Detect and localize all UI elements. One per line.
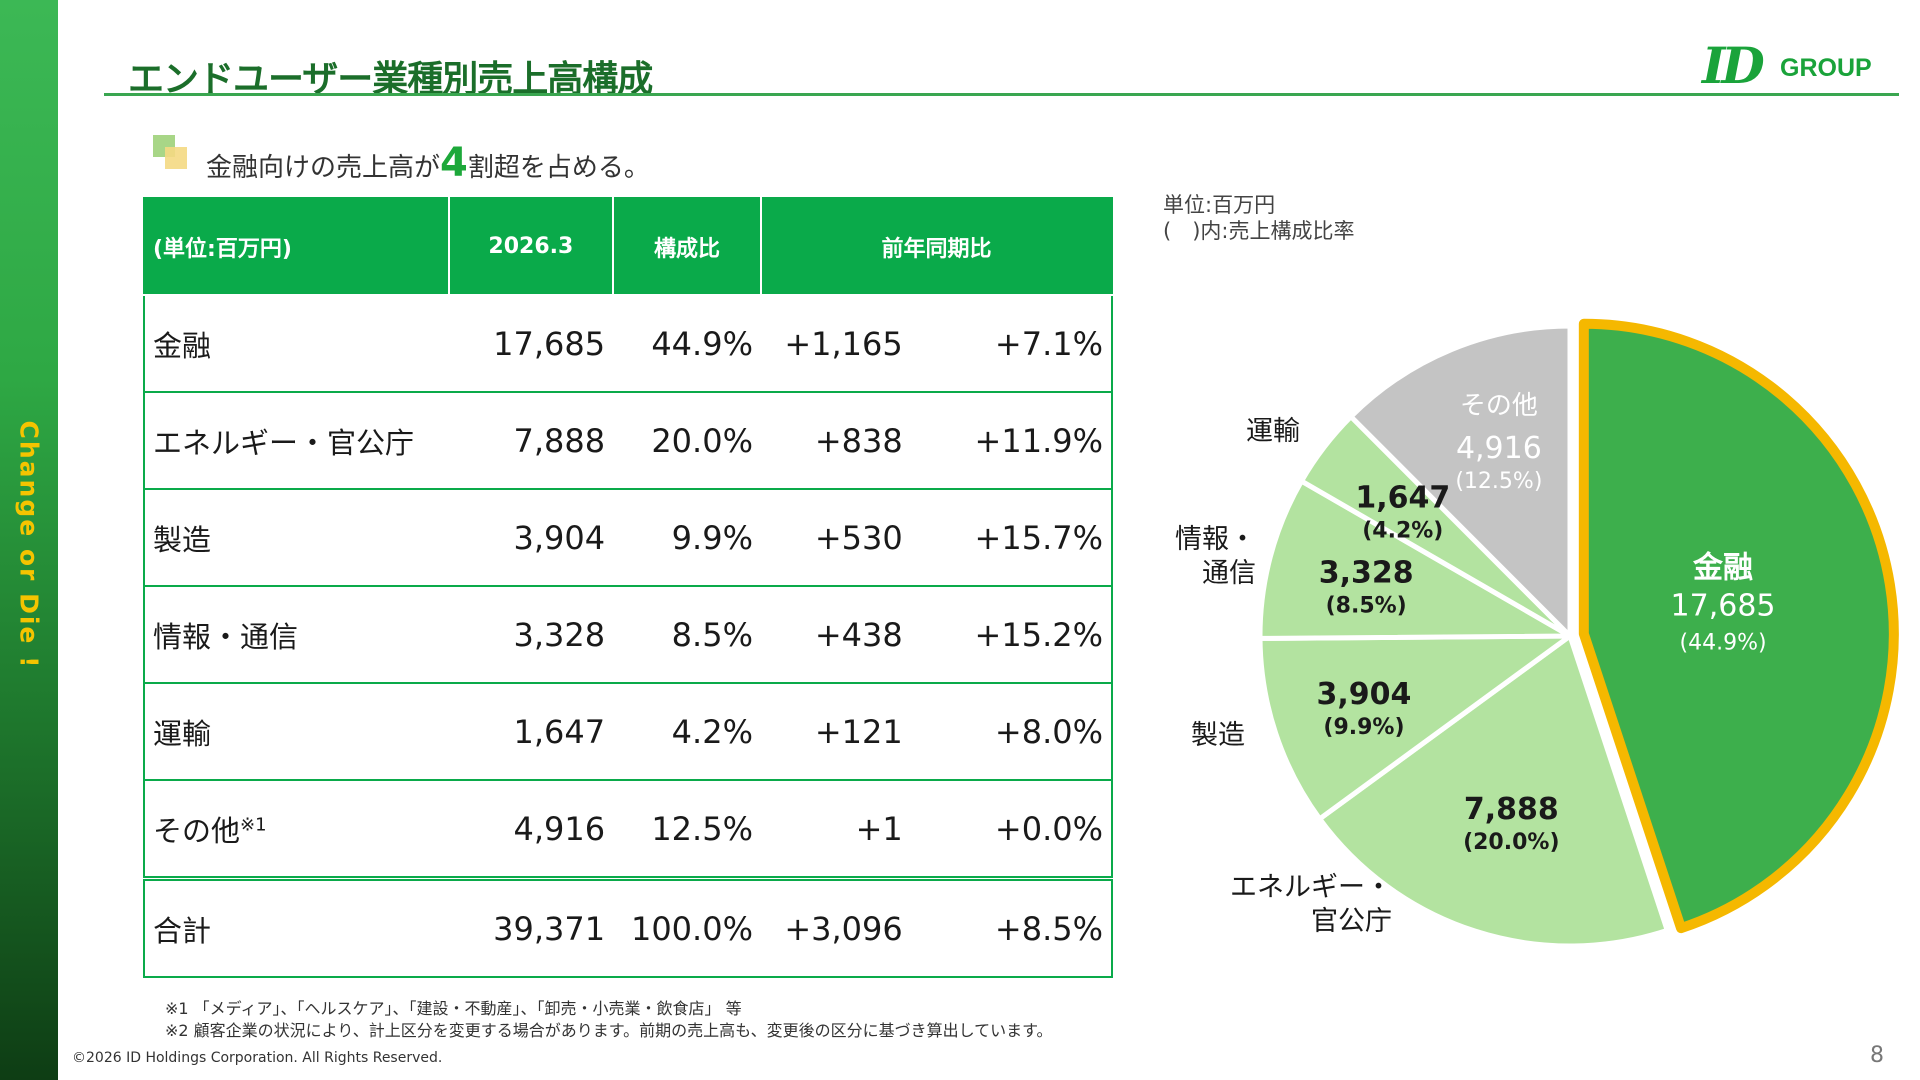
title-rule bbox=[104, 93, 1899, 96]
pie-slice bbox=[1317, 633, 1670, 949]
subhead-post: 割超を占める。 bbox=[467, 153, 650, 183]
row-ratio: 9.9% bbox=[613, 489, 761, 587]
row-growth: +15.7% bbox=[910, 489, 1114, 587]
subhead-pre: 金融向けの売上高が bbox=[206, 153, 441, 183]
row-growth: +8.0% bbox=[910, 683, 1114, 781]
row-growth: +7.1% bbox=[910, 295, 1114, 393]
total-sales: 39,371 bbox=[448, 876, 614, 978]
table-header-row: (単位:百万円) 2026.3 構成比 前年同期比 bbox=[143, 197, 1114, 296]
slice-value-label: 7,888 bbox=[1464, 792, 1559, 827]
subhead-number: 4 bbox=[440, 140, 468, 186]
row-label: エネルギー・官公庁 bbox=[143, 392, 449, 490]
row-sales: 3,328 bbox=[448, 586, 614, 684]
row-label: 運輸 bbox=[143, 683, 449, 781]
row-growth: +0.0% bbox=[910, 780, 1114, 880]
footnote-1: ※1 「メディア」、「ヘルスケア」、「建設・不動産」、「卸売・小売業・飲食店」 … bbox=[165, 999, 742, 1018]
pie-slice bbox=[1257, 478, 1573, 641]
row-ratio: 20.0% bbox=[613, 392, 761, 490]
header-period: 2026.3 bbox=[447, 197, 615, 296]
header-ratio: 構成比 bbox=[612, 197, 762, 296]
row-ratio: 4.2% bbox=[613, 683, 761, 781]
outer-label-energy: エネルギー・ bbox=[1230, 872, 1392, 903]
slice-value-label: 3,904 bbox=[1317, 677, 1412, 712]
row-growth: +11.9% bbox=[910, 392, 1114, 490]
slice-value-label: 1,647 bbox=[1355, 481, 1450, 516]
row-diff: +438 bbox=[760, 586, 911, 684]
ratio-note-line: ( )内:売上構成比率 bbox=[1163, 219, 1355, 243]
slice-value-label: 17,685 bbox=[1671, 588, 1776, 623]
page-number: 8 bbox=[1870, 1043, 1884, 1068]
sidebar-band: Change or Die ! bbox=[0, 0, 58, 1080]
row-diff: +838 bbox=[760, 392, 911, 490]
header-yoy: 前年同期比 bbox=[759, 197, 1114, 296]
subheading: 金融向けの売上高が4割超を占める。 bbox=[206, 140, 650, 186]
company-logo: ID GROUP bbox=[1702, 36, 1897, 95]
table-row: エネルギー・官公庁 7,888 20.0% +838 +11.9% bbox=[143, 392, 1114, 490]
row-label: 金融 bbox=[143, 295, 449, 393]
logo-text: GROUP bbox=[1780, 54, 1872, 82]
slice-pct-label: (4.2%) bbox=[1362, 519, 1443, 544]
slice-pct-label: (44.9%) bbox=[1680, 630, 1767, 655]
outer-label-info: 通信 bbox=[1202, 558, 1256, 589]
slice-pct-label: (12.5%) bbox=[1455, 469, 1542, 494]
header-unit: (単位:百万円) bbox=[143, 197, 450, 296]
row-diff: +530 bbox=[760, 489, 911, 587]
row-sales: 17,685 bbox=[448, 295, 614, 393]
pie-slice bbox=[1257, 633, 1573, 822]
slice-value-label: 3,328 bbox=[1319, 555, 1414, 590]
total-label: 合計 bbox=[143, 876, 449, 978]
outer-label-energy: 官公庁 bbox=[1311, 906, 1392, 937]
row-sales: 4,916 bbox=[448, 780, 614, 880]
row-sales: 1,647 bbox=[448, 683, 614, 781]
pie-slice bbox=[1578, 318, 1899, 934]
row-sales: 7,888 bbox=[448, 392, 614, 490]
table-row: 製造 3,904 9.9% +530 +15.7% bbox=[143, 489, 1114, 587]
bullet-squares-icon bbox=[153, 135, 193, 175]
table-row: 情報・通信 3,328 8.5% +438 +15.2% bbox=[143, 586, 1114, 684]
total-growth: +8.5% bbox=[910, 876, 1114, 978]
slice-pct-label: (9.9%) bbox=[1323, 715, 1404, 740]
total-ratio: 100.0% bbox=[613, 876, 761, 978]
chart-unit-note: 単位:百万円 ( )内:売上構成比率 bbox=[1163, 192, 1354, 244]
footnote-2: ※2 顧客企業の状況により、計上区分を変更する場合があります。前期の売上高も、変… bbox=[165, 1021, 1053, 1040]
pie-slice bbox=[1348, 323, 1573, 639]
table-row: 運輸 1,647 4.2% +121 +8.0% bbox=[143, 683, 1114, 781]
slice-pct-label: (8.5%) bbox=[1326, 593, 1407, 618]
table-total-row: 合計 39,371 100.0% +3,096 +8.5% bbox=[143, 876, 1114, 978]
unit-line: 単位:百万円 bbox=[1163, 193, 1276, 217]
row-growth: +15.2% bbox=[910, 586, 1114, 684]
row-label: その他 bbox=[153, 813, 241, 848]
slice-pct-label: (20.0%) bbox=[1463, 830, 1559, 855]
row-ratio: 8.5% bbox=[613, 586, 761, 684]
row-diff: +1 bbox=[760, 780, 911, 880]
row-ratio: 44.9% bbox=[613, 295, 761, 393]
table-row: その他※1 4,916 12.5% +1 +0.0% bbox=[143, 780, 1114, 880]
row-ratio: 12.5% bbox=[613, 780, 761, 880]
slice-name-label: その他 bbox=[1460, 391, 1538, 421]
outer-label-manufacturing: 製造 bbox=[1191, 720, 1245, 751]
slice-name-label: 金融 bbox=[1692, 550, 1753, 585]
footnote-ref: ※1 bbox=[240, 813, 267, 835]
slice-value-label: 4,916 bbox=[1456, 431, 1542, 466]
row-label-cell: その他※1 bbox=[143, 780, 449, 880]
logo-mark: ID bbox=[1702, 36, 1765, 95]
row-label: 情報・通信 bbox=[143, 586, 449, 684]
copyright: ©2026 ID Holdings Corporation. All Right… bbox=[72, 1050, 443, 1066]
sales-table: (単位:百万円) 2026.3 構成比 前年同期比 金融 17,685 44.9… bbox=[143, 197, 1114, 978]
row-label: 製造 bbox=[143, 489, 449, 587]
outer-label-transport: 運輸 bbox=[1246, 416, 1300, 447]
total-diff: +3,096 bbox=[760, 876, 911, 978]
row-sales: 3,904 bbox=[448, 489, 614, 587]
outer-label-info: 情報・ bbox=[1175, 524, 1256, 555]
row-diff: +121 bbox=[760, 683, 911, 781]
row-diff: +1,165 bbox=[760, 295, 911, 393]
table-row: 金融 17,685 44.9% +1,165 +7.1% bbox=[143, 295, 1114, 393]
